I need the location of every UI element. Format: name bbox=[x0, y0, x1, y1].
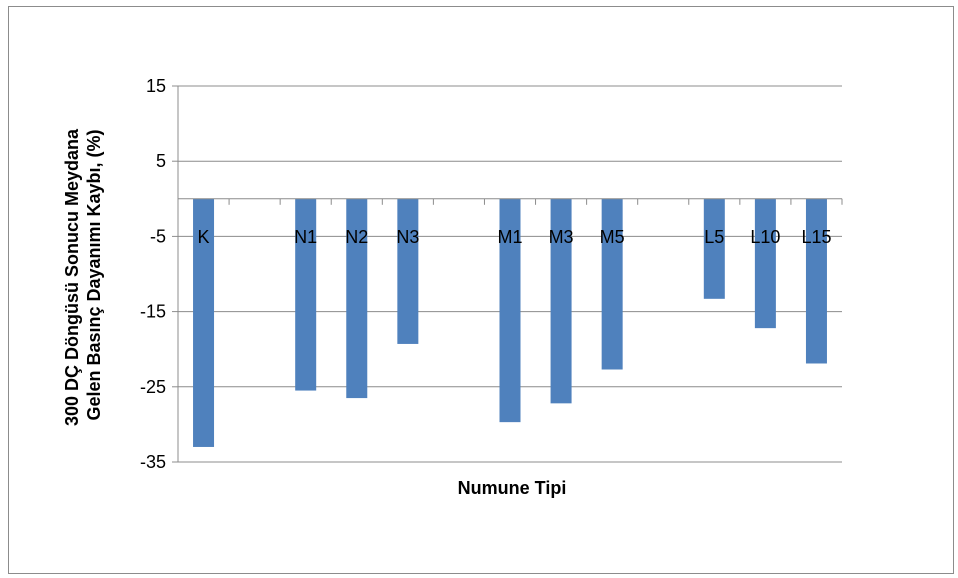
y-axis-title-line-1: 300 DÇ Döngüsü Sonucu Meydana bbox=[62, 128, 82, 426]
x-axis bbox=[177, 198, 843, 205]
bar bbox=[601, 198, 623, 370]
category-label: N3 bbox=[396, 227, 419, 247]
category-label: M3 bbox=[549, 227, 574, 247]
bar bbox=[754, 198, 776, 329]
bar bbox=[295, 198, 317, 391]
category-label: N1 bbox=[294, 227, 317, 247]
bars bbox=[193, 198, 827, 447]
x-axis-title: Numune Tipi bbox=[458, 478, 567, 498]
bar bbox=[550, 198, 572, 404]
y-tick-label: -35 bbox=[140, 452, 166, 472]
bar bbox=[805, 198, 827, 364]
category-label: L15 bbox=[801, 227, 831, 247]
bar bbox=[193, 198, 215, 447]
y-tick-labels: 15 5 -5 -15 -25 -35 bbox=[140, 76, 166, 472]
bar bbox=[346, 198, 368, 399]
chart-frame bbox=[8, 6, 954, 574]
category-label: L10 bbox=[750, 227, 780, 247]
category-label: L5 bbox=[704, 227, 724, 247]
y-tick-label: 5 bbox=[156, 151, 166, 171]
category-label: K bbox=[198, 227, 210, 247]
category-label: M1 bbox=[497, 227, 522, 247]
category-label: N2 bbox=[345, 227, 368, 247]
category-labels: K N1 N2 N3 M1 M3 M5 L5 L10 L15 bbox=[198, 227, 832, 247]
bar bbox=[703, 198, 725, 299]
bar bbox=[499, 198, 521, 423]
y-tick-label: -5 bbox=[150, 226, 166, 246]
y-axis-title: 300 DÇ Döngüsü Sonucu Meydana Gelen Bası… bbox=[62, 124, 104, 426]
y-tick-label: 15 bbox=[146, 76, 166, 96]
bar bbox=[397, 198, 419, 344]
y-tick-label: -15 bbox=[140, 302, 166, 322]
y-axis-title-line-2: Gelen Basınç Dayanımı Kaybı, (%) bbox=[84, 129, 104, 420]
y-tick-label: -25 bbox=[140, 377, 166, 397]
category-label: M5 bbox=[600, 227, 625, 247]
